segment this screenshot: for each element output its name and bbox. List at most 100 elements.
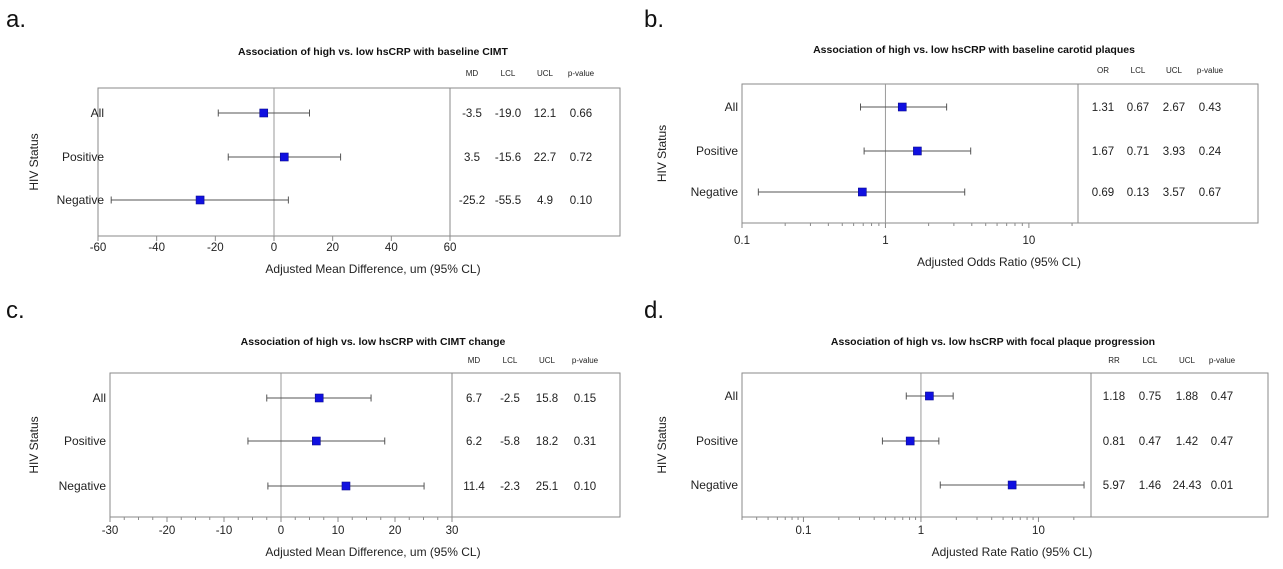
table-cell-ucl: 22.7 [534, 152, 556, 164]
table-cell-rr: 5.97 [1103, 480, 1125, 492]
table-cell-p-value: 0.10 [570, 195, 592, 207]
table-cell-md: 6.2 [466, 436, 482, 448]
x-tick-label: 0 [278, 525, 284, 537]
table-cell-md: 11.4 [463, 481, 485, 493]
x-tick-label: -20 [159, 525, 176, 537]
table-cell-p-value: 0.47 [1211, 436, 1233, 448]
x-tick-label: -40 [148, 242, 165, 254]
panel-label: c. [6, 297, 25, 324]
plot-frame [741, 372, 1269, 518]
panel-d: d. Association of high vs. low hsCRP with… [644, 297, 1269, 559]
x-tick-label: 0.1 [795, 525, 811, 537]
point-estimate-marker [897, 102, 907, 112]
point-estimate-marker [279, 152, 289, 162]
column-header-rr: RR [1108, 356, 1120, 365]
table-cell-rr: 1.18 [1103, 391, 1125, 403]
table-cell-lcl: -5.8 [500, 436, 520, 448]
panel-label: b. [644, 6, 664, 33]
column-header-ucl: UCL [537, 69, 554, 78]
row-label-negative: Negative [691, 478, 739, 492]
panel-title: Association of high vs. low hsCRP with b… [238, 46, 509, 58]
table-cell-p-value: 0.01 [1211, 480, 1233, 492]
column-header-lcl: LCL [1131, 66, 1146, 75]
x-tick-label: 10 [1032, 525, 1045, 537]
x-tick-label: 0 [271, 242, 277, 254]
table-cell-lcl: 1.46 [1139, 480, 1161, 492]
row-label-all: All [91, 106, 104, 120]
x-tick-label: -60 [90, 242, 107, 254]
table-cell-rr: 0.81 [1103, 436, 1125, 448]
column-header-ucl: UCL [539, 356, 556, 365]
x-tick-label: -20 [207, 242, 224, 254]
x-tick-label: 0.1 [734, 235, 750, 247]
table-cell-lcl: -15.6 [495, 152, 521, 164]
x-tick-label: 60 [444, 242, 457, 254]
column-header-lcl: LCL [501, 69, 516, 78]
y-axis-label: HIV Status [27, 133, 41, 190]
panel-label: d. [644, 297, 664, 324]
row-label-negative: Negative [691, 185, 739, 199]
table-cell-lcl: -19.0 [495, 108, 521, 120]
table-cell-lcl: 0.13 [1127, 187, 1149, 199]
table-cell-lcl: 0.47 [1139, 436, 1161, 448]
plot-frame [741, 83, 1259, 224]
x-tick-label: 20 [326, 242, 339, 254]
panel-b: b. Association of high vs. low hsCRP with… [644, 6, 1259, 269]
point-estimate-marker [341, 481, 351, 491]
panel-label: a. [6, 6, 26, 33]
table-cell-ucl: 2.67 [1163, 102, 1185, 114]
table-cell-ucl: 3.93 [1163, 146, 1185, 158]
table-cell-p-value: 0.67 [1199, 187, 1221, 199]
column-header-p-value: p-value [568, 69, 595, 78]
row-label-positive: Positive [64, 434, 106, 448]
panel-title: Association of high vs. low hsCRP with C… [241, 336, 506, 348]
x-axis-label: Adjusted Mean Difference, um (95% CL) [265, 545, 480, 559]
y-axis-label: HIV Status [27, 416, 41, 473]
column-header-lcl: LCL [1143, 356, 1158, 365]
panel-title: Association of high vs. low hsCRP with f… [831, 336, 1155, 348]
x-axis-label: Adjusted Odds Ratio (95% CL) [917, 255, 1081, 269]
table-cell-lcl: 0.67 [1127, 102, 1149, 114]
plot-frame [109, 372, 621, 518]
x-tick-label: 30 [446, 525, 459, 537]
row-label-all: All [725, 389, 738, 403]
column-header-p-value: p-value [1197, 66, 1224, 75]
y-axis-label: HIV Status [655, 416, 669, 473]
x-tick-label: -10 [216, 525, 233, 537]
panel-title: Association of high vs. low hsCRP with b… [813, 44, 1135, 56]
table-cell-p-value: 0.15 [574, 393, 596, 405]
table-cell-p-value: 0.47 [1211, 391, 1233, 403]
column-header-ucl: UCL [1179, 356, 1196, 365]
point-estimate-marker [314, 393, 324, 403]
table-cell-or: 0.69 [1092, 187, 1114, 199]
table-cell-md: -25.2 [459, 195, 485, 207]
point-estimate-marker [858, 187, 867, 197]
table-cell-ucl: 24.43 [1173, 480, 1202, 492]
table-cell-p-value: 0.24 [1199, 146, 1222, 158]
column-header-md: MD [468, 356, 481, 365]
table-cell-ucl: 1.88 [1176, 391, 1198, 403]
column-header-lcl: LCL [503, 356, 518, 365]
point-estimate-marker [259, 108, 269, 118]
point-estimate-marker [925, 391, 934, 401]
x-tick-label: -30 [102, 525, 119, 537]
x-axis-label: Adjusted Rate Ratio (95% CL) [932, 545, 1093, 559]
x-tick-label: 10 [332, 525, 345, 537]
panel-c: c. Association of high vs. low hsCRP with… [6, 297, 621, 559]
row-label-negative: Negative [59, 479, 107, 493]
point-estimate-marker [312, 436, 321, 446]
x-tick-label: 20 [389, 525, 402, 537]
row-label-negative: Negative [57, 193, 105, 207]
row-label-positive: Positive [696, 434, 738, 448]
table-cell-p-value: 0.43 [1199, 102, 1221, 114]
table-cell-lcl: -55.5 [495, 195, 521, 207]
table-cell-ucl: 3.57 [1163, 187, 1185, 199]
column-header-p-value: p-value [572, 356, 599, 365]
table-cell-p-value: 0.72 [570, 152, 592, 164]
table-cell-lcl: 0.75 [1139, 391, 1161, 403]
table-cell-p-value: 0.66 [570, 108, 592, 120]
table-cell-md: -3.5 [462, 108, 482, 120]
row-label-positive: Positive [62, 150, 104, 164]
table-cell-md: 6.7 [466, 393, 482, 405]
